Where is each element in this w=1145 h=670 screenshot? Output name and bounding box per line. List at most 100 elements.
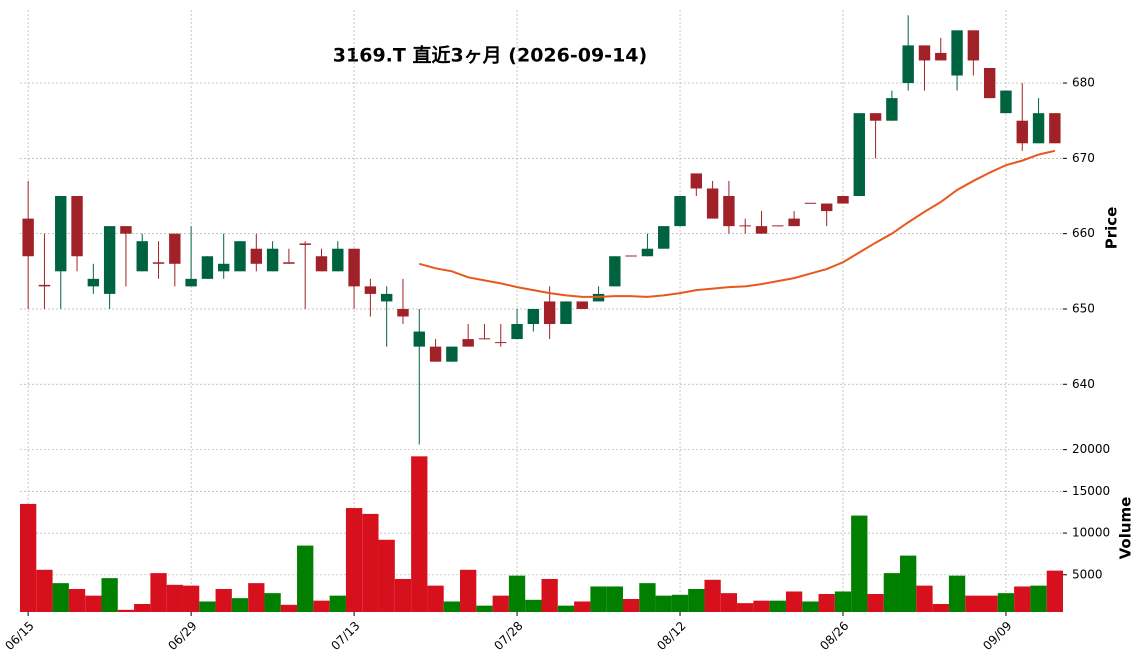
volume-bar	[981, 595, 998, 612]
candle-body	[478, 338, 491, 340]
y-axis-label: Price	[1103, 207, 1121, 250]
y2-tick-label: 10000	[1072, 526, 1110, 540]
volume-bar	[166, 584, 183, 612]
volume-bar	[655, 595, 672, 612]
volume-bar	[704, 579, 721, 612]
volume-bar	[688, 588, 705, 612]
y2-tick-label: 5000	[1072, 567, 1103, 581]
candle-body	[967, 30, 980, 61]
volume-bar	[557, 605, 575, 612]
volume-bar	[1014, 586, 1031, 612]
volume-bar	[622, 598, 640, 612]
volume-bar	[117, 609, 135, 612]
volume-bar	[639, 583, 656, 612]
candle-body	[886, 98, 898, 121]
volume-bar	[215, 588, 232, 612]
y2-tick-label: 15000	[1072, 484, 1110, 498]
volume-bar	[916, 585, 933, 612]
candle-body	[935, 52, 947, 61]
candle-body	[364, 286, 377, 294]
candle-body	[495, 342, 507, 344]
volume-bar	[362, 513, 379, 612]
candle-body	[902, 45, 914, 84]
candle-body	[739, 225, 751, 227]
candle-body	[869, 113, 882, 121]
volume-bar	[851, 515, 868, 612]
candle-body	[87, 278, 100, 287]
x-tick-label: 06/15	[2, 619, 36, 653]
volume-bar	[1030, 585, 1047, 612]
candle-body	[152, 262, 165, 264]
candle-body	[201, 256, 214, 279]
volume-bar	[785, 591, 803, 612]
candle-body	[837, 196, 849, 204]
volume-bar	[590, 586, 607, 612]
candle-body	[218, 263, 230, 272]
candle-body	[446, 346, 458, 362]
candle-body	[1049, 113, 1061, 144]
candle-body	[250, 248, 263, 264]
volume-bar	[101, 578, 118, 612]
candle-body	[315, 256, 328, 272]
candle-body	[55, 196, 67, 272]
y2-tick-label: 20000	[1072, 442, 1110, 456]
x-tick-label: 09/09	[980, 619, 1014, 653]
y-tick-label: 640	[1072, 377, 1095, 391]
candle-body	[429, 346, 442, 362]
volume-bar	[769, 600, 786, 612]
volume-bar	[965, 595, 982, 612]
volume-bar	[150, 573, 167, 612]
candle-body	[397, 308, 409, 317]
volume-bar	[36, 569, 53, 612]
candle-body	[38, 284, 51, 287]
candle-body	[103, 226, 116, 294]
volume-bar	[248, 583, 265, 612]
candle-body	[560, 301, 572, 325]
candle-body	[527, 308, 540, 325]
candle-body	[1000, 90, 1012, 114]
volume-bar	[737, 603, 754, 612]
candle-body	[283, 262, 295, 264]
volume-bar	[867, 593, 884, 612]
candle-body	[788, 218, 800, 227]
volume-bar	[264, 593, 281, 612]
volume-bar	[280, 604, 298, 612]
candle-body	[983, 67, 996, 99]
candle-body	[609, 256, 621, 287]
candle-body	[804, 202, 817, 204]
volume-bar	[525, 599, 542, 612]
candle-body	[918, 45, 931, 61]
candle-body	[169, 233, 181, 264]
volume-bar	[313, 600, 330, 612]
volume-bar	[378, 539, 395, 612]
moving-average-line	[419, 149, 1056, 298]
candle-body	[543, 301, 556, 325]
volume-bar	[900, 555, 917, 612]
volume-bar	[460, 569, 477, 612]
candle-body	[71, 196, 83, 257]
volume-bar	[476, 605, 493, 612]
volume-bar	[541, 578, 558, 612]
y-tick-label: 660	[1072, 226, 1095, 240]
x-tick-label: 08/26	[817, 619, 851, 653]
candle-body	[641, 248, 654, 257]
volume-bar	[199, 601, 216, 612]
volume-bar	[883, 573, 901, 612]
volume-bar	[492, 595, 509, 612]
candle-body	[511, 324, 523, 340]
y-tick-label: 680	[1072, 76, 1095, 90]
x-tick-label: 06/29	[165, 619, 199, 653]
candle-body	[266, 248, 279, 272]
candle-body	[772, 225, 784, 227]
candle-body	[723, 196, 735, 227]
volume-bar	[68, 588, 86, 612]
volume-bar	[443, 601, 461, 612]
candle-body	[1016, 120, 1028, 144]
volume-bar	[85, 595, 102, 612]
candle-body	[22, 218, 34, 257]
candle-body	[234, 241, 246, 272]
candle-body	[820, 203, 833, 212]
candle-body	[625, 255, 637, 257]
volume-bar	[606, 586, 623, 612]
